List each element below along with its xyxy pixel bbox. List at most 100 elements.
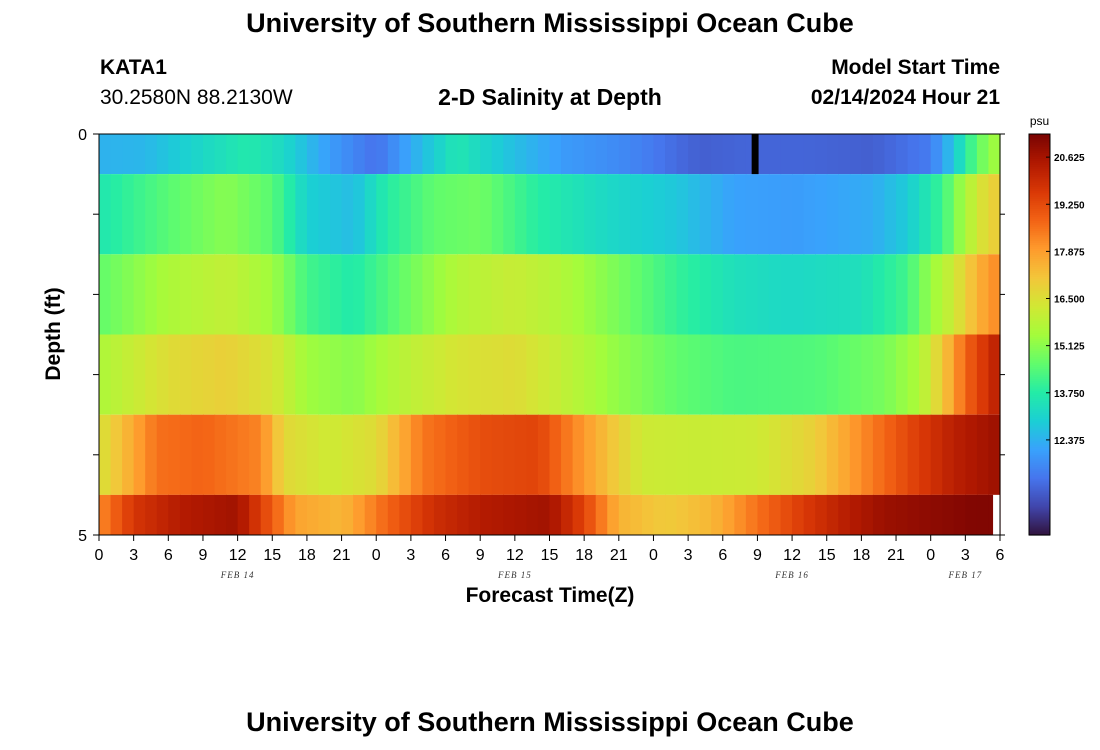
heatmap-cell (919, 414, 932, 495)
heatmap-cell (179, 174, 193, 255)
colorbar-segment (1029, 436, 1050, 440)
colorbar-segment (1029, 388, 1050, 392)
colorbar-segment (1029, 244, 1050, 247)
heatmap-cell (237, 134, 250, 175)
colorbar-segment (1029, 246, 1050, 249)
heatmap-cell (145, 334, 158, 415)
heatmap-cell (468, 334, 481, 415)
colorbar-segment (1029, 276, 1050, 279)
heatmap-cell (202, 134, 216, 175)
colorbar-segment (1029, 498, 1050, 502)
colorbar-segment (1029, 424, 1050, 428)
heatmap-cell (676, 134, 689, 175)
heatmap-cell (145, 494, 158, 535)
heatmap-cell (145, 414, 158, 495)
heatmap-cell (930, 174, 943, 255)
heatmap-cell (792, 134, 805, 175)
colorbar-segment (1029, 214, 1050, 217)
date-label: FEB 14 (220, 570, 255, 580)
colorbar-segment (1029, 470, 1050, 474)
colorbar-segment (1029, 338, 1050, 342)
colorbar-segment (1029, 158, 1050, 161)
colorbar-segment (1029, 452, 1050, 456)
colorbar-segment (1029, 340, 1050, 344)
colorbar-segment (1029, 248, 1050, 251)
colorbar-segment (1029, 380, 1050, 384)
x-tick-label: 0 (649, 547, 658, 564)
heatmap-cell (422, 254, 435, 335)
heatmap-cell (976, 174, 990, 255)
heatmap-cell (445, 414, 458, 495)
colorbar-segment (1029, 504, 1050, 508)
heatmap-cell (260, 174, 273, 255)
colorbar-segment (1029, 328, 1050, 332)
heatmap-cell (665, 134, 678, 175)
heatmap-cell (122, 254, 135, 335)
colorbar-segment (1029, 320, 1050, 324)
colorbar-segment (1029, 150, 1050, 153)
heatmap-cell (318, 414, 331, 495)
colorbar-segment (1029, 484, 1050, 488)
heatmap-cell (641, 174, 655, 255)
colorbar-segment (1029, 412, 1050, 416)
heatmap-cell (711, 254, 724, 335)
heatmap-cell (930, 494, 943, 535)
heatmap-cell (734, 134, 747, 175)
heatmap-cell (283, 254, 296, 335)
heatmap-cell (815, 414, 828, 495)
heatmap-cell (110, 254, 123, 335)
heatmap-cell (330, 334, 343, 415)
x-tick-label: 6 (164, 547, 173, 564)
heatmap-cell (872, 174, 886, 255)
heatmap-cell (526, 134, 539, 175)
colorbar-segment (1029, 194, 1050, 197)
heatmap-cell (341, 494, 354, 535)
heatmap-cell (191, 494, 204, 535)
station-id: KATA1 (100, 56, 167, 79)
heatmap-cell (884, 134, 897, 175)
heatmap-cell (422, 134, 435, 175)
heatmap-cell (595, 334, 608, 415)
heatmap-cell (768, 334, 782, 415)
heatmap-cell (780, 134, 793, 175)
heatmap-cell (584, 334, 597, 415)
colorbar-segment (1029, 356, 1050, 360)
heatmap-cell (745, 174, 759, 255)
colorbar-segment (1029, 270, 1050, 273)
colorbar-segment (1029, 426, 1050, 430)
heatmap-cell (457, 494, 470, 535)
heatmap-cell (491, 254, 504, 335)
colorbar-segment (1029, 518, 1050, 522)
heatmap-cell (792, 254, 805, 335)
heatmap-cell (976, 134, 990, 175)
colorbar-segment (1029, 272, 1050, 275)
heatmap-cell (745, 414, 759, 495)
heatmap-cell (572, 494, 585, 535)
heatmap-cell (988, 414, 1001, 495)
heatmap-cell (838, 494, 851, 535)
colorbar-segment (1029, 516, 1050, 520)
heatmap-cell (826, 134, 839, 175)
heatmap-cell (607, 494, 620, 535)
colorbar-segment (1029, 252, 1050, 255)
colorbar-segment (1029, 414, 1050, 418)
heatmap-cell (353, 254, 366, 335)
colorbar-segment (1029, 510, 1050, 514)
heatmap-cell (330, 414, 343, 495)
heatmap-cell (468, 254, 481, 335)
heatmap-cell (861, 174, 874, 255)
heatmap-cell (630, 494, 643, 535)
colorbar-segment (1029, 266, 1050, 269)
colorbar-segment (1029, 290, 1050, 293)
heatmap-cell (295, 494, 308, 535)
colorbar-segment (1029, 296, 1050, 299)
heatmap-cell (260, 494, 273, 535)
heatmap-cell (711, 134, 724, 175)
heatmap-cell (387, 494, 400, 535)
heatmap-cell (433, 494, 447, 535)
heatmap-cell (272, 174, 285, 255)
heatmap-cell (584, 174, 597, 255)
heatmap-cell (896, 254, 909, 335)
heatmap-cell (768, 494, 782, 535)
heatmap-cell (168, 134, 181, 175)
